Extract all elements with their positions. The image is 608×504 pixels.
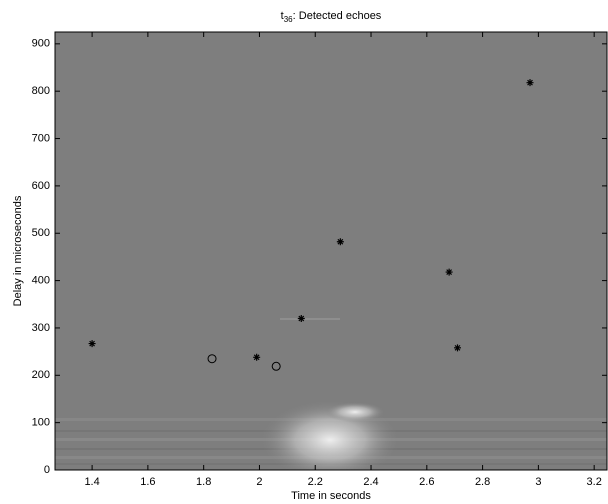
y-axis-label: Delay in microseconds bbox=[12, 195, 24, 306]
y-tick-label: 500 bbox=[32, 227, 50, 239]
asterisk-marker bbox=[88, 340, 96, 348]
title-rest: : Detected echoes bbox=[293, 10, 382, 22]
chart-title: t36: Detected echoes bbox=[281, 10, 382, 24]
x-tick-label: 2.8 bbox=[475, 476, 490, 488]
x-tick-label: 3.2 bbox=[587, 476, 602, 488]
axes-box bbox=[54, 31, 608, 471]
y-tick-label: 400 bbox=[32, 275, 50, 287]
asterisk-marker bbox=[336, 238, 344, 246]
title-subscript: 36 bbox=[284, 15, 293, 24]
y-tick-label: 0 bbox=[44, 464, 50, 476]
y-tick-label: 900 bbox=[32, 38, 50, 50]
y-tick-label: 100 bbox=[32, 417, 50, 429]
asterisk-marker bbox=[253, 353, 261, 361]
y-tick-label: 200 bbox=[32, 369, 50, 381]
x-tick-label: 2 bbox=[256, 476, 262, 488]
circle-marker bbox=[207, 354, 217, 364]
asterisk-marker bbox=[526, 79, 534, 87]
x-tick-label: 2.2 bbox=[308, 476, 323, 488]
asterisk-marker bbox=[445, 268, 453, 276]
image-background bbox=[55, 32, 607, 470]
circle-marker bbox=[271, 361, 281, 371]
x-axis-label: Time in seconds bbox=[291, 490, 371, 502]
x-tick-label: 3 bbox=[535, 476, 541, 488]
title-base: t bbox=[281, 10, 284, 22]
y-tick-label: 300 bbox=[32, 322, 50, 334]
y-tick-label: 700 bbox=[32, 132, 50, 144]
x-tick-label: 1.4 bbox=[84, 476, 99, 488]
x-tick-label: 2.4 bbox=[363, 476, 378, 488]
x-tick-label: 2.6 bbox=[419, 476, 434, 488]
y-tick-label: 600 bbox=[32, 180, 50, 192]
asterisk-marker bbox=[453, 344, 461, 352]
y-tick-label: 800 bbox=[32, 85, 50, 97]
x-tick-label: 1.8 bbox=[196, 476, 211, 488]
x-tick-label: 1.6 bbox=[140, 476, 155, 488]
asterisk-marker bbox=[297, 314, 305, 322]
